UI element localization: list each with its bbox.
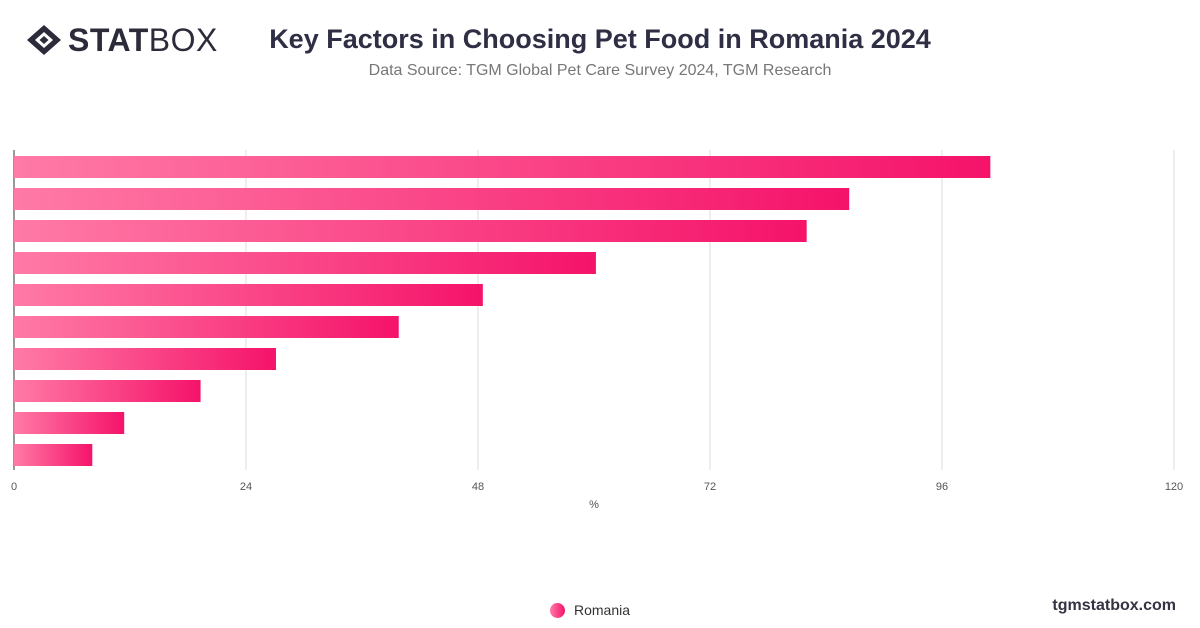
logo-text-bold: STAT xyxy=(68,22,149,58)
bar[interactable] xyxy=(14,252,596,274)
logo-text-light: BOX xyxy=(148,22,218,58)
bar[interactable] xyxy=(14,412,125,434)
bar[interactable] xyxy=(14,380,201,402)
bar[interactable] xyxy=(14,284,483,306)
x-axis-label: % xyxy=(589,499,599,511)
bar[interactable] xyxy=(14,188,850,210)
legend-label-romania: Romania xyxy=(573,602,631,618)
bar[interactable] xyxy=(14,316,399,338)
legend[interactable]: Romania xyxy=(0,602,1200,618)
x-tick-label: 48 xyxy=(472,481,484,493)
bar[interactable] xyxy=(14,444,93,466)
x-tick-label: 72 xyxy=(704,481,716,493)
diamond-logo-icon xyxy=(27,25,61,55)
bars xyxy=(14,156,991,466)
x-tick-label: 24 xyxy=(240,481,252,493)
bar[interactable] xyxy=(14,156,991,178)
x-tick-label: 0 xyxy=(11,481,17,493)
statbox-logo: STATBOX xyxy=(26,24,218,56)
x-tick-label: 120 xyxy=(1165,481,1183,493)
chart-title: Key Factors in Choosing Pet Food in Roma… xyxy=(269,24,931,54)
legend-marker xyxy=(549,602,565,618)
x-tick-label: 96 xyxy=(936,481,948,493)
logo-wordmark: STATBOX xyxy=(68,24,218,56)
bar[interactable] xyxy=(14,348,276,370)
bar[interactable] xyxy=(14,220,807,242)
chart-subtitle: Data Source: TGM Global Pet Care Survey … xyxy=(368,62,832,79)
x-axis-ticks: 0 24 48 72 96 120 xyxy=(11,481,1183,493)
site-url[interactable]: tgmstatbox.com xyxy=(1052,597,1176,614)
bar-chart: 0 24 48 72 96 120 % xyxy=(11,150,1183,511)
